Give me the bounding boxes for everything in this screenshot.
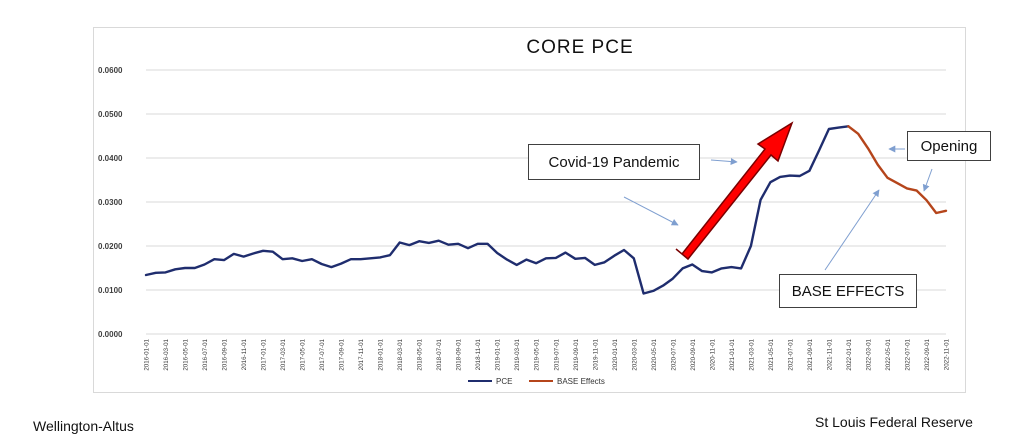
x-tick-label: 2018-07-01 <box>436 338 443 370</box>
y-axis-ticks: 0.0000 0.0100 0.0200 0.0300 0.0400 0.0500 0.06… <box>98 66 123 339</box>
chart-frame: CORE PCE 0.0000 0.0100 0.0200 0.0300 0.0400 0… <box>93 27 966 393</box>
y-tick-label: 0.0300 <box>98 198 123 207</box>
x-tick-label: 2016-01-01 <box>144 338 151 370</box>
legend: PCE BASE Effects <box>468 377 605 386</box>
series-line-base-effects <box>847 125 948 215</box>
x-tick-label: 2020-05-01 <box>651 338 658 370</box>
red-trend-arrow <box>675 121 794 261</box>
x-tick-label: 2021-07-01 <box>787 338 794 370</box>
series-lines <box>144 125 948 295</box>
legend-label-pce: PCE <box>496 377 512 386</box>
chart-title: CORE PCE <box>526 37 633 58</box>
series-line-pce <box>144 125 850 295</box>
x-tick-label: 2021-09-01 <box>807 338 814 370</box>
callout-covid-pandemic: Covid-19 Pandemic <box>528 144 700 180</box>
pointer-arrow-covid <box>623 196 679 226</box>
x-tick-label: 2017-05-01 <box>300 338 307 370</box>
x-tick-label: 2020-03-01 <box>631 338 638 370</box>
callout-opening: Opening <box>907 131 991 161</box>
pointer-arrow-covid-right <box>710 158 738 166</box>
x-tick-label: 2022-05-01 <box>885 338 892 370</box>
x-tick-label: 2017-07-01 <box>319 338 326 370</box>
y-tick-label: 0.0500 <box>98 110 123 119</box>
x-tick-label: 2021-03-01 <box>748 338 755 370</box>
x-tick-label: 2019-03-01 <box>514 338 521 370</box>
x-axis-ticks: 2016-01-01 2016-03-01 2016-05-01 2016-07-01… <box>144 338 951 370</box>
x-tick-label: 2016-07-01 <box>202 338 209 370</box>
x-tick-label: 2019-07-01 <box>553 338 560 370</box>
x-tick-label: 2021-01-01 <box>729 338 736 370</box>
x-tick-label: 2020-09-01 <box>690 338 697 370</box>
x-tick-label: 2017-03-01 <box>280 338 287 370</box>
x-tick-label: 2022-03-01 <box>865 338 872 370</box>
x-tick-label: 2020-01-01 <box>612 338 619 370</box>
x-tick-label: 2016-09-01 <box>222 338 229 370</box>
x-tick-label: 2017-01-01 <box>261 338 268 370</box>
x-tick-label: 2020-07-01 <box>670 338 677 370</box>
y-tick-label: 0.0100 <box>98 286 123 295</box>
x-tick-label: 2022-07-01 <box>904 338 911 370</box>
x-tick-label: 2016-03-01 <box>163 338 170 370</box>
x-tick-label: 2021-05-01 <box>768 338 775 370</box>
footer-left-credit: Wellington-Altus <box>33 418 134 434</box>
annotation-arrows <box>623 121 933 271</box>
x-tick-label: 2018-03-01 <box>397 338 404 370</box>
y-tick-label: 0.0200 <box>98 242 123 251</box>
pointer-arrow-opening-down <box>922 168 933 192</box>
x-tick-label: 2018-09-01 <box>456 338 463 370</box>
x-tick-label: 2022-01-01 <box>846 338 853 370</box>
x-tick-label: 2022-09-01 <box>924 338 931 370</box>
x-tick-label: 2018-11-01 <box>475 338 482 370</box>
y-tick-label: 0.0600 <box>98 66 123 75</box>
callout-base-effects: BASE EFFECTS <box>779 274 917 308</box>
x-tick-label: 2016-11-01 <box>241 338 248 370</box>
y-tick-label: 0.0000 <box>98 330 123 339</box>
x-tick-label: 2016-05-01 <box>183 338 190 370</box>
legend-label-base-effects: BASE Effects <box>557 377 605 386</box>
y-tick-label: 0.0400 <box>98 154 123 163</box>
x-tick-label: 2019-11-01 <box>592 338 599 370</box>
x-tick-label: 2022-11-01 <box>944 338 951 370</box>
x-tick-label: 2021-11-01 <box>826 338 833 370</box>
x-tick-label: 2018-01-01 <box>378 338 385 370</box>
x-tick-label: 2019-05-01 <box>534 338 541 370</box>
pointer-arrow-base-effects <box>824 189 880 271</box>
x-tick-label: 2020-11-01 <box>709 338 716 370</box>
x-tick-label: 2017-09-01 <box>339 338 346 370</box>
x-tick-label: 2018-05-01 <box>417 338 424 370</box>
core-pce-chart: CORE PCE 0.00000.01000.02000.03000.04000… <box>98 37 951 386</box>
x-tick-label: 2017-11-01 <box>358 338 365 370</box>
x-tick-label: 2019-01-01 <box>495 338 502 370</box>
footer-right-source: St Louis Federal Reserve <box>815 414 973 430</box>
x-tick-label: 2019-09-01 <box>573 338 580 370</box>
